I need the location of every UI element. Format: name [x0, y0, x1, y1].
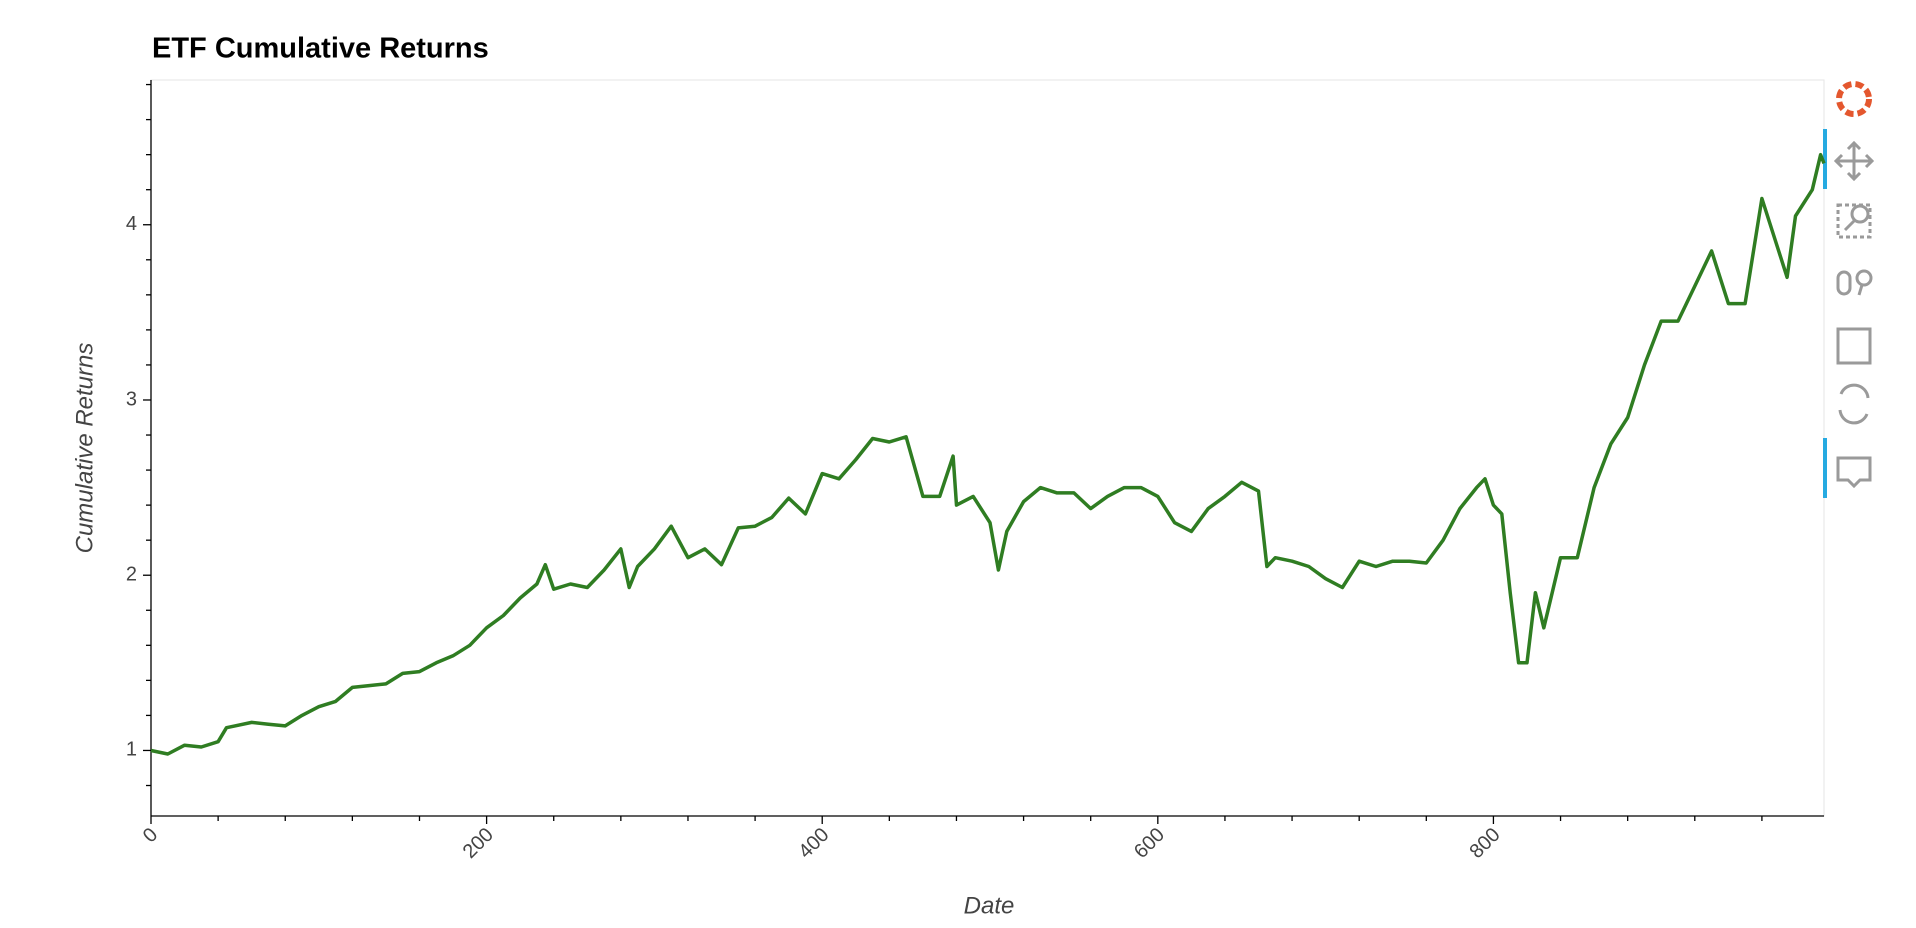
plot-frame	[150, 79, 1825, 817]
data-line	[150, 152, 1826, 756]
x-tick-label: 400	[794, 824, 833, 863]
y-tick-label: 2	[126, 564, 137, 586]
y-tick-label: 4	[126, 213, 137, 235]
y-tick-label: 1	[126, 739, 137, 761]
reset-tool[interactable]	[1838, 383, 1870, 425]
logo[interactable]	[1836, 81, 1872, 117]
hover-tool[interactable]	[1836, 456, 1872, 489]
active-marker	[1823, 129, 1827, 189]
wheel-zoom-tool[interactable]	[1836, 269, 1873, 296]
pan-tool[interactable]	[1833, 140, 1875, 182]
save-tool[interactable]	[1836, 327, 1872, 365]
x-tick-label: 800	[1466, 824, 1505, 863]
x-tick-label: 600	[1130, 824, 1169, 863]
active-marker	[1823, 438, 1827, 498]
y-tick-label: 3	[126, 388, 137, 410]
y-axis-label: Cumulative Returns	[71, 343, 98, 554]
x-tick-label: 0	[139, 824, 162, 847]
x-tick-label: 200	[459, 824, 498, 863]
box-zoom-tool[interactable]	[1836, 203, 1872, 239]
toolbar	[1823, 81, 1875, 498]
chart-title: ETF Cumulative Returns	[152, 33, 489, 65]
x-axis-label: Date	[964, 892, 1015, 919]
